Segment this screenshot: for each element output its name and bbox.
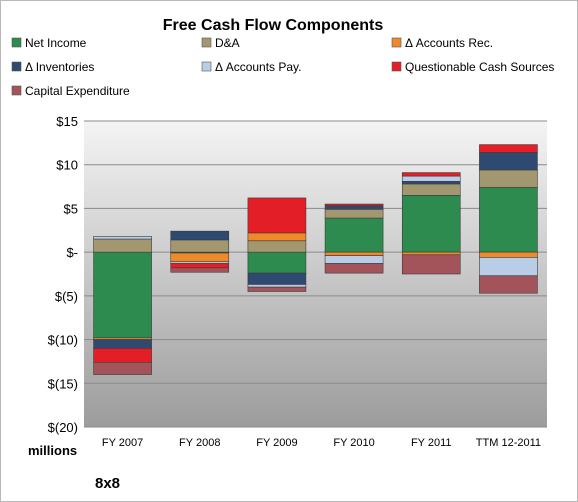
legend-swatch-accounts-rec xyxy=(391,37,402,48)
x-tick-label: FY 2009 xyxy=(256,437,297,449)
bar-accounts-rec-fy-2008 xyxy=(170,252,230,263)
bar-capital-expenditure-fy-2007 xyxy=(93,362,152,375)
bar-d-a-fy-2009 xyxy=(247,240,307,253)
y-axis: $15 $10 $5 $- $(5) $(10) $(15) $(20) xyxy=(48,114,78,435)
legend-label-accounts-rec: Δ Accounts Rec. xyxy=(405,36,493,50)
bar-inventories-ttm-12-2011 xyxy=(479,152,538,171)
chart-title: Free Cash Flow Components xyxy=(163,17,384,34)
bar-questionable-cash-sources-fy-2009 xyxy=(247,197,307,234)
bar-accounts-rec-fy-2011 xyxy=(401,251,461,256)
y-tick-label: $15 xyxy=(56,114,78,129)
bar-net-income-fy-2011 xyxy=(401,195,461,253)
y-tick-label: $(15) xyxy=(48,376,78,391)
bars xyxy=(93,144,538,375)
bar-net-income-fy-2009 xyxy=(247,251,307,274)
legend-label-net-income: Net Income xyxy=(25,36,87,50)
legend-swatch-capital-expenditure xyxy=(11,85,22,96)
legend-label-inventories: Δ Inventories xyxy=(25,60,94,74)
x-tick-label: FY 2011 xyxy=(411,437,452,449)
bar-d-a-fy-2007 xyxy=(93,238,152,253)
bar-accounts-rec-fy-2010 xyxy=(324,251,384,256)
bar-questionable-cash-sources-fy-2007 xyxy=(93,348,152,363)
y-tick-label: $(5) xyxy=(55,289,78,304)
bar-inventories-fy-2009 xyxy=(247,272,307,285)
bar-d-a-fy-2010 xyxy=(324,209,384,219)
plot-area xyxy=(84,121,547,427)
unit-label: millions xyxy=(28,443,77,458)
y-tick-label: $5 xyxy=(64,201,78,216)
bar-questionable-cash-sources-fy-2011 xyxy=(401,172,461,177)
bar-capital-expenditure-fy-2010 xyxy=(324,263,384,274)
y-tick-label: $- xyxy=(66,245,78,260)
bar-net-income-fy-2007 xyxy=(93,251,152,339)
bar-inventories-fy-2011 xyxy=(401,181,461,185)
bar-inventories-fy-2010 xyxy=(324,205,384,210)
gridlines xyxy=(84,120,547,428)
x-tick-label: FY 2008 xyxy=(179,437,220,449)
legend-label-accounts-pay: Δ Accounts Pay. xyxy=(215,60,302,74)
legend-label-capital-expenditure: Capital Expenditure xyxy=(25,84,130,98)
bar-questionable-cash-sources-fy-2008 xyxy=(170,263,230,269)
y-tick-label: $(20) xyxy=(48,420,78,435)
y-tick-label: $10 xyxy=(56,158,78,173)
bar-d-a-ttm-12-2011 xyxy=(479,169,538,188)
bar-questionable-cash-sources-fy-2010 xyxy=(324,203,384,207)
bar-capital-expenditure-fy-2008 xyxy=(170,267,230,273)
bar-accounts-rec-ttm-12-2011 xyxy=(479,251,538,258)
legend-label-questionable-cash-sources: Questionable Cash Sources xyxy=(405,60,554,74)
x-tick-label: TTM 12-2011 xyxy=(476,437,541,449)
bar-net-income-fy-2010 xyxy=(324,217,384,253)
bar-accounts-pay-fy-2007 xyxy=(93,236,152,240)
bar-capital-expenditure-ttm-12-2011 xyxy=(479,275,538,294)
legend-swatch-inventories xyxy=(11,61,22,72)
x-tick-label: FY 2010 xyxy=(333,437,374,449)
legend-swatch-accounts-pay xyxy=(201,61,212,72)
bar-net-income-ttm-12-2011 xyxy=(479,187,538,253)
bar-accounts-pay-fy-2009 xyxy=(247,284,307,288)
y-tick-label: $(10) xyxy=(48,333,78,348)
bar-capital-expenditure-fy-2011 xyxy=(401,254,461,275)
legend-swatch-d-a xyxy=(201,37,212,48)
bar-capital-expenditure-fy-2009 xyxy=(247,286,307,292)
bar-accounts-pay-fy-2010 xyxy=(324,255,384,264)
legend-swatch-questionable-cash-sources xyxy=(391,61,402,72)
bar-d-a-fy-2008 xyxy=(170,239,230,253)
bar-accounts-pay-fy-2011 xyxy=(401,175,461,182)
bar-inventories-fy-2007 xyxy=(93,339,152,349)
x-axis: FY 2007 FY 2008 FY 2009 FY 2010 FY 2011 TTM 1… xyxy=(102,437,541,449)
bar-questionable-cash-sources-ttm-12-2011 xyxy=(479,144,538,153)
bar-d-a-fy-2011 xyxy=(401,183,461,196)
company-label: 8x8 xyxy=(95,475,120,492)
x-tick-label: FY 2007 xyxy=(102,437,143,449)
bar-accounts-pay-ttm-12-2011 xyxy=(479,257,538,277)
bar-inventories-fy-2008 xyxy=(170,230,230,241)
legend-label-d-a: D&A xyxy=(215,36,240,50)
legend: Net Income D&A Δ Accounts Rec. Δ Inventorie… xyxy=(11,36,554,98)
bar-accounts-rec-fy-2009 xyxy=(247,232,307,242)
legend-swatch-net-income xyxy=(11,37,22,48)
